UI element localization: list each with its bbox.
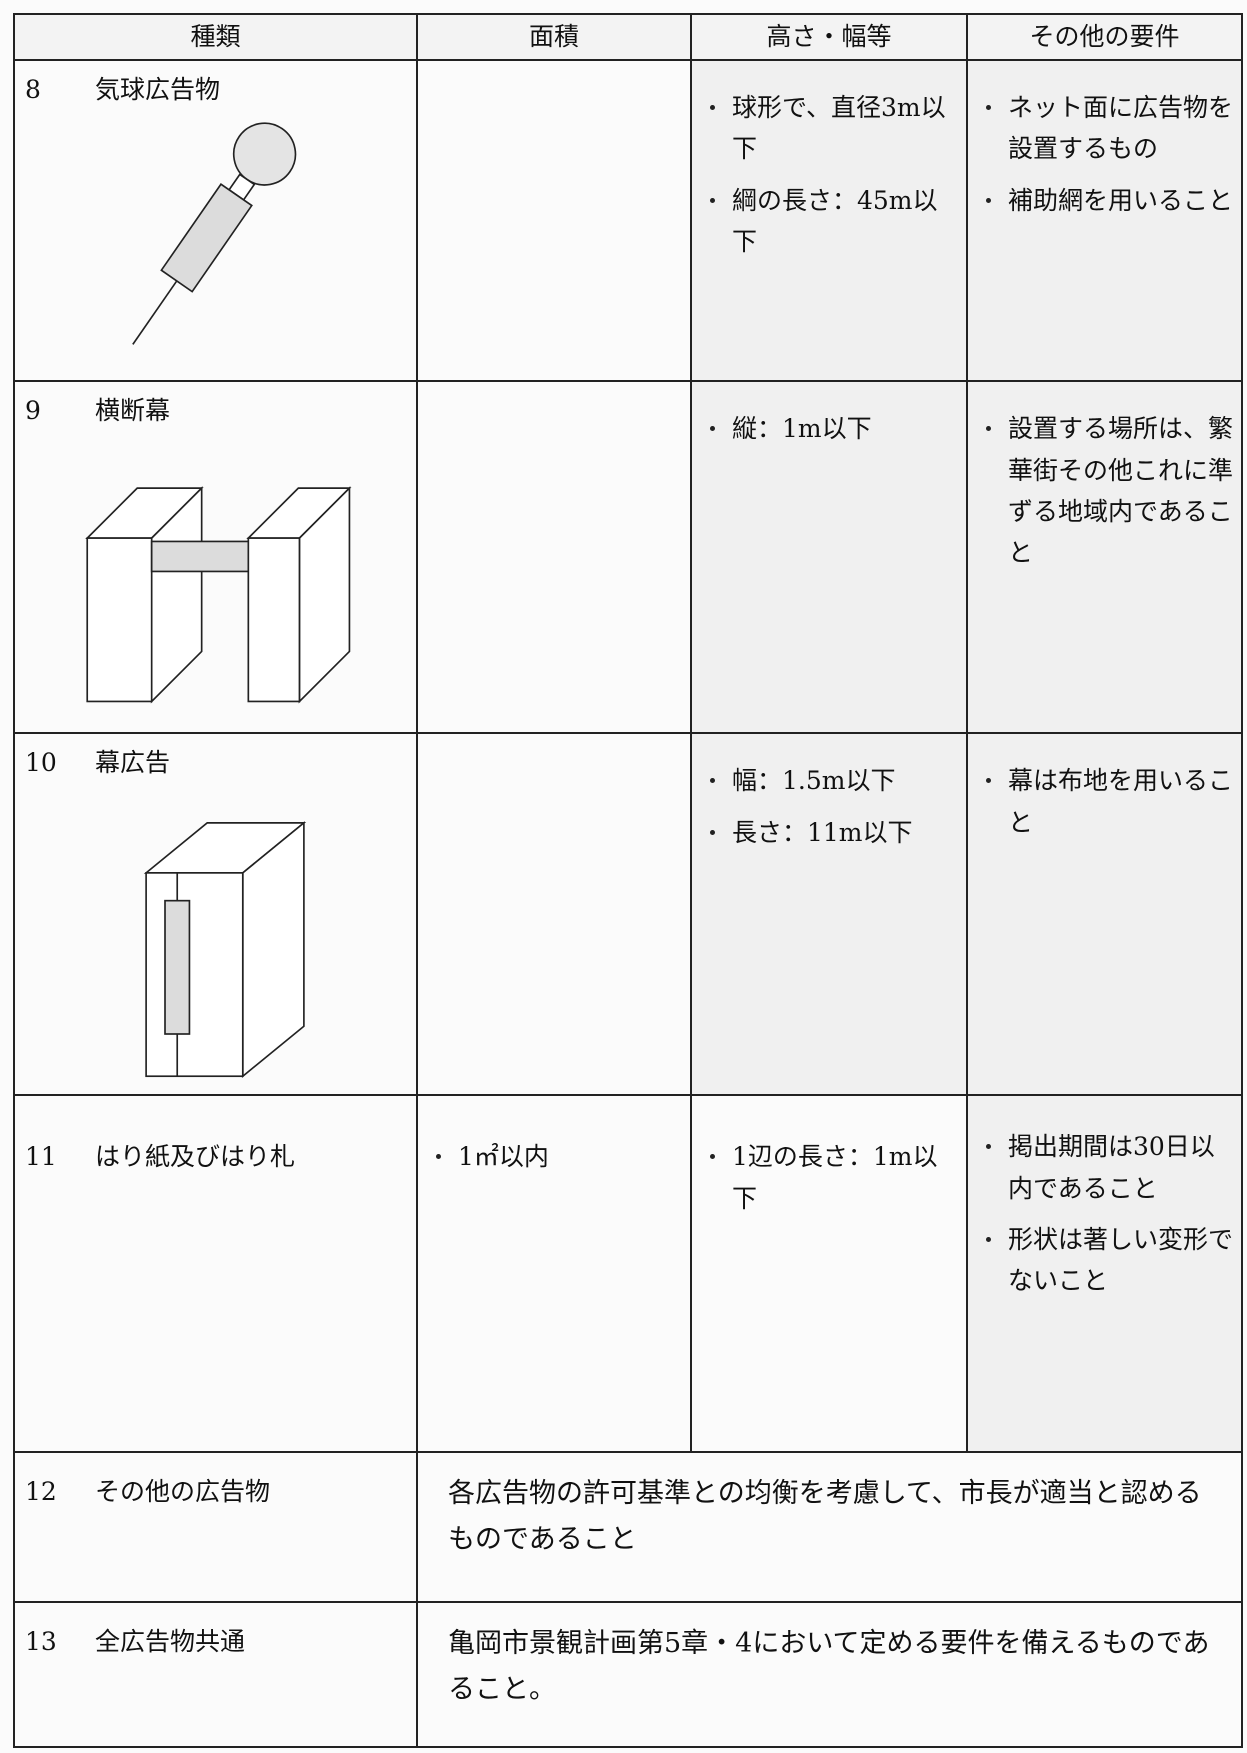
note-cell: 亀岡市景観計画第5章・4において定める要件を備えるものであること。	[416, 1601, 1243, 1749]
size-cell: 幅：1.5m以下 長さ：11m以下	[690, 732, 968, 1097]
row: 13 全広告物共通 亀岡市景観計画第5章・4において定める要件を備えるものであるこ…	[13, 1601, 1243, 1749]
row: 11 はり紙及びはり札 1㎡以内 1辺の長さ：1m以下 掲出期間は30日以内である…	[13, 1094, 1243, 1454]
type-cell: 10 幕広告	[13, 732, 418, 1097]
other-cell: 幕は布地を用いること	[966, 732, 1243, 1097]
area-item: 1㎡以内	[432, 1136, 684, 1177]
type-head: 11 はり紙及びはり札	[15, 1096, 416, 1177]
size-cell: 縦：1m以下	[690, 380, 968, 735]
size-item: 綱の長さ：45m以下	[706, 180, 960, 263]
row: 9 横断幕 縦：1m以下 設置する場所は、繁華街その他これに準ずる地域内であること	[13, 380, 1243, 735]
type-cell: 13 全広告物共通	[13, 1601, 418, 1749]
type-head: 13 全広告物共通	[15, 1603, 416, 1662]
row-name: その他の広告物	[95, 1477, 271, 1507]
type-cell: 9 横断幕	[13, 380, 418, 735]
other-item: 形状は著しい変形でないこと	[982, 1219, 1235, 1302]
header-cell: その他の要件	[966, 13, 1243, 61]
area-cell: 1㎡以内	[416, 1094, 692, 1454]
other-item: 掲出期間は30日以内であること	[982, 1126, 1235, 1209]
other-cell: 設置する場所は、繁華街その他これに準ずる地域内であること	[966, 380, 1243, 735]
row: 10 幕広告 幅：1.5m以下 長さ：11m以下 幕は布地を用いること	[13, 732, 1243, 1097]
type-head: 8 気球広告物	[15, 61, 416, 110]
row-name: 全広告物共通	[95, 1627, 246, 1657]
row-number: 10	[25, 748, 57, 778]
other-item: 補助網を用いること	[982, 180, 1235, 221]
area-cell	[416, 732, 692, 1097]
type-head: 10 幕広告	[15, 734, 416, 783]
type-head: 9 横断幕	[15, 382, 416, 431]
header-cell: 種類	[13, 13, 418, 61]
size-item: 縦：1m以下	[706, 408, 960, 449]
header-cell: 高さ・幅等	[690, 13, 968, 61]
row-number: 13	[25, 1627, 57, 1657]
row-number: 8	[25, 75, 41, 104]
other-item: 幕は布地を用いること	[982, 760, 1235, 843]
other-cell: 掲出期間は30日以内であること 形状は著しい変形でないこと	[966, 1094, 1243, 1454]
row: 12 その他の広告物 各広告物の許可基準との均衡を考慮して、市長が適当と認めるもの…	[13, 1451, 1243, 1604]
area-cell	[416, 380, 692, 735]
other-cell: ネット面に広告物を設置するもの 補助網を用いること	[966, 58, 1243, 383]
size-item: 1辺の長さ：1m以下	[706, 1136, 960, 1219]
row-number: 11	[25, 1142, 57, 1172]
balloon-illustration	[132, 122, 297, 346]
size-cell: 球形で、直径3m以下 綱の長さ：45m以下	[690, 58, 968, 383]
type-cell: 8 気球広告物	[13, 58, 418, 383]
row-name: 横断幕	[95, 396, 171, 426]
type-head: 12 その他の広告物	[15, 1453, 416, 1512]
other-item: ネット面に広告物を設置するもの	[982, 87, 1235, 170]
note: 各広告物の許可基準との均衡を考慮して、市長が適当と認めるものであること	[448, 1478, 1202, 1556]
size-item: 球形で、直径3m以下	[706, 87, 960, 170]
size-cell: 1辺の長さ：1m以下	[690, 1094, 968, 1454]
type-cell: 11 はり紙及びはり札	[13, 1094, 418, 1454]
area-cell	[416, 58, 692, 383]
regulation-table: 種類 面積 高さ・幅等 その他の要件 8 気球広告物 球形で、直径3m以下 綱の長…	[13, 13, 1243, 1749]
row-name: 気球広告物	[95, 75, 221, 104]
row-name: 幕広告	[95, 748, 171, 778]
header-row: 種類 面積 高さ・幅等 その他の要件	[13, 13, 1243, 61]
row-name: はり紙及びはり札	[95, 1142, 296, 1172]
curtain-illustration	[143, 820, 307, 1078]
other-item: 設置する場所は、繁華街その他これに準ずる地域内であること	[982, 408, 1235, 573]
size-item: 幅：1.5m以下	[706, 760, 960, 801]
row: 8 気球広告物 球形で、直径3m以下 綱の長さ：45m以下 ネット面に広告物を設置…	[13, 58, 1243, 383]
banner-illustration	[85, 485, 352, 703]
type-cell: 12 その他の広告物	[13, 1451, 418, 1604]
size-item: 長さ：11m以下	[706, 812, 960, 853]
note-cell: 各広告物の許可基準との均衡を考慮して、市長が適当と認めるものであること	[416, 1451, 1243, 1604]
row-number: 9	[25, 396, 41, 426]
header-cell: 面積	[416, 13, 692, 61]
note: 亀岡市景観計画第5章・4において定める要件を備えるものであること。	[448, 1628, 1210, 1706]
row-number: 12	[25, 1477, 57, 1507]
